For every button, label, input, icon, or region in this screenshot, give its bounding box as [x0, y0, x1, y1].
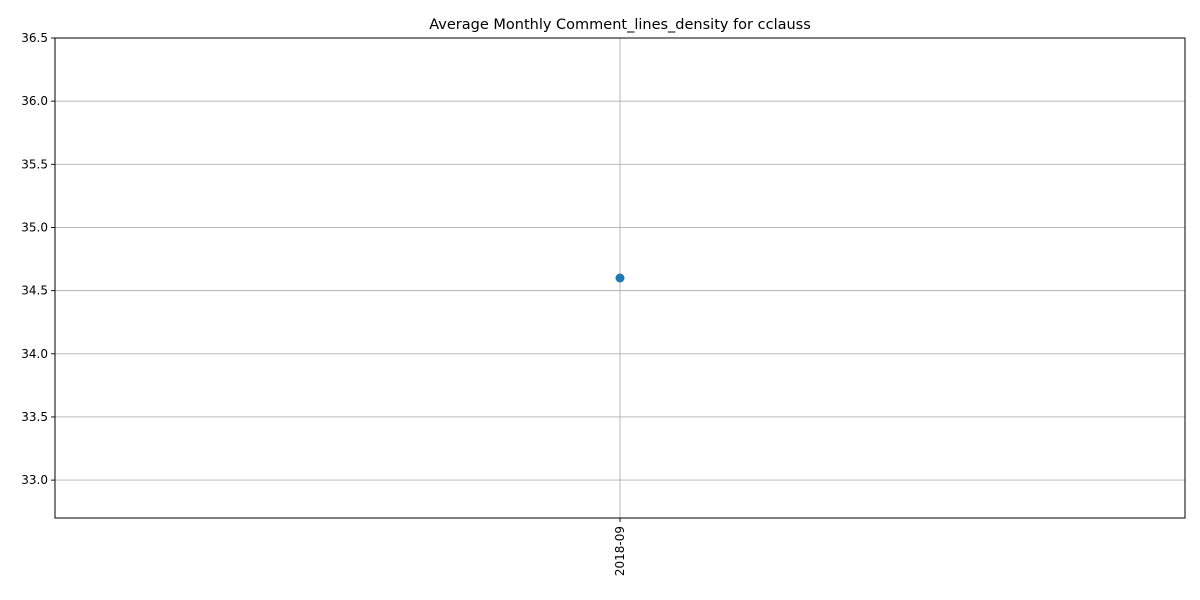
y-tick-label: 33.0 [21, 473, 48, 487]
data-point [615, 273, 625, 283]
y-tick-label: 34.5 [21, 284, 48, 298]
y-tick-label: 35.0 [21, 220, 48, 234]
y-tick-label: 33.5 [21, 410, 48, 424]
plot-area-frame [54, 37, 1186, 519]
x-tick-label: 2018-09 [613, 526, 627, 576]
y-tick-label: 36.0 [21, 94, 48, 108]
grid-layer [55, 37, 1185, 518]
y-tick-label: 34.0 [21, 347, 48, 361]
chart-title: Average Monthly Comment_lines_density fo… [429, 17, 811, 33]
axis-layer: 33.0 33.5 34.0 34.5 35.0 35.5 36.0 36.5 2018-09 [21, 31, 627, 576]
series-layer [615, 273, 625, 283]
y-tick-label: 36.5 [21, 31, 48, 45]
y-tick-label: 35.5 [21, 157, 48, 171]
